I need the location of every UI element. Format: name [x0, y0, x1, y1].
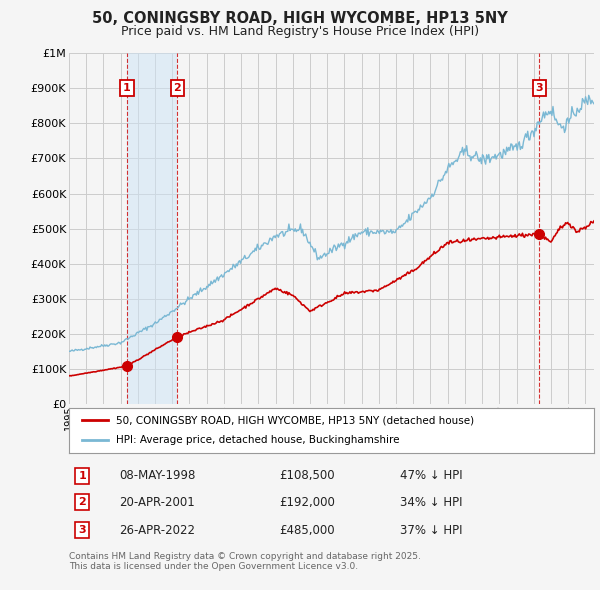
Text: 2: 2 [173, 83, 181, 93]
Text: HPI: Average price, detached house, Buckinghamshire: HPI: Average price, detached house, Buck… [116, 435, 400, 445]
Text: 26-APR-2022: 26-APR-2022 [119, 523, 195, 536]
Text: 20-APR-2001: 20-APR-2001 [119, 496, 194, 509]
Text: 3: 3 [535, 83, 543, 93]
Text: 1: 1 [78, 471, 86, 481]
Text: 34% ↓ HPI: 34% ↓ HPI [400, 496, 462, 509]
Text: 47% ↓ HPI: 47% ↓ HPI [400, 470, 463, 483]
Text: £108,500: £108,500 [279, 470, 335, 483]
Bar [127, 53, 178, 404]
Text: £485,000: £485,000 [279, 523, 335, 536]
Text: 2: 2 [78, 497, 86, 507]
Text: Price paid vs. HM Land Registry's House Price Index (HPI): Price paid vs. HM Land Registry's House … [121, 25, 479, 38]
Text: 08-MAY-1998: 08-MAY-1998 [119, 470, 195, 483]
Text: 1: 1 [123, 83, 131, 93]
Text: £192,000: £192,000 [279, 496, 335, 509]
Text: 3: 3 [79, 525, 86, 535]
Text: 50, CONINGSBY ROAD, HIGH WYCOMBE, HP13 5NY: 50, CONINGSBY ROAD, HIGH WYCOMBE, HP13 5… [92, 11, 508, 25]
Text: 50, CONINGSBY ROAD, HIGH WYCOMBE, HP13 5NY (detached house): 50, CONINGSBY ROAD, HIGH WYCOMBE, HP13 5… [116, 415, 475, 425]
Text: Contains HM Land Registry data © Crown copyright and database right 2025.
This d: Contains HM Land Registry data © Crown c… [69, 552, 421, 571]
Text: 37% ↓ HPI: 37% ↓ HPI [400, 523, 462, 536]
